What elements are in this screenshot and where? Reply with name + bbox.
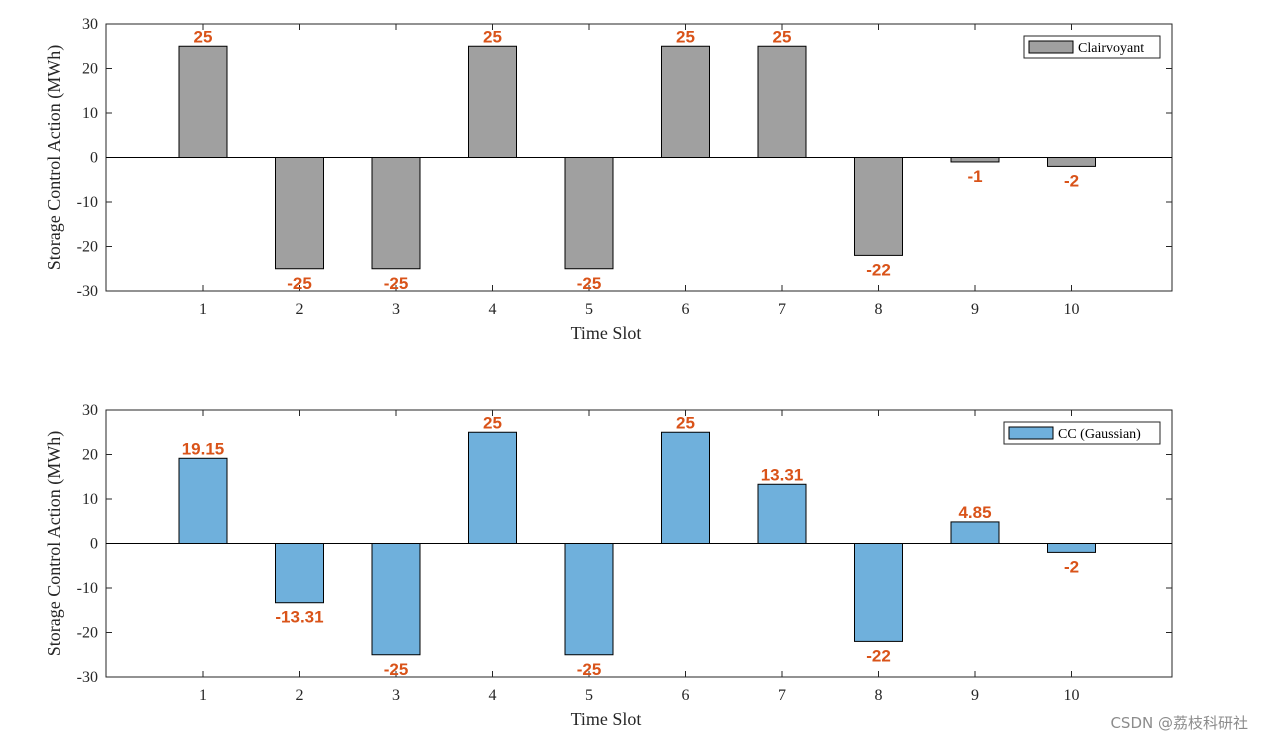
bar xyxy=(950,521,1000,544)
bar xyxy=(854,543,903,642)
chart-panel-cc-gaussian: 30 20 10 0 -10 -20 -30 1 2 3 4 5 6 7 8 9 10 Time Slot Stor… xyxy=(44,402,1173,729)
x-tick-label: 5 xyxy=(585,301,593,318)
legend-label: CC (Gaussian) xyxy=(1058,427,1141,442)
bar xyxy=(757,45,807,158)
data-label: -25 xyxy=(577,274,602,293)
bar xyxy=(564,157,614,270)
x-tick-label: 8 xyxy=(875,687,883,704)
data-label: 13.31 xyxy=(761,465,804,484)
bar xyxy=(275,543,324,604)
y-tick-label: 30 xyxy=(82,402,98,419)
y-tick-label: 10 xyxy=(82,491,98,508)
bar xyxy=(564,543,614,656)
bar xyxy=(661,431,710,544)
x-tick-label: 6 xyxy=(682,301,690,318)
x-tick-label: 4 xyxy=(489,687,497,704)
data-label: -25 xyxy=(287,274,312,293)
y-tick-label: -10 xyxy=(77,580,98,597)
x-tick-label: 4 xyxy=(489,301,497,318)
data-label: -25 xyxy=(384,660,409,679)
y-tick-label: -30 xyxy=(77,669,98,686)
bar xyxy=(757,483,807,545)
y-tick-label: -10 xyxy=(77,194,98,211)
x-tick-label: 6 xyxy=(682,687,690,704)
y-tick-label: 30 xyxy=(82,16,98,33)
data-label: -22 xyxy=(866,646,891,665)
watermark: CSDN @荔枝科研社 xyxy=(1110,714,1248,732)
data-label: -2 xyxy=(1064,171,1079,190)
data-label: -25 xyxy=(577,660,602,679)
y-axis-label: Storage Control Action (MWh) xyxy=(44,45,65,270)
x-tick-label: 5 xyxy=(585,687,593,704)
y-tick-label: 0 xyxy=(90,150,98,167)
x-tick-label: 7 xyxy=(778,301,786,318)
y-tick-label: 20 xyxy=(82,447,98,464)
x-tick-label: 3 xyxy=(392,687,400,704)
y-tick-label: -20 xyxy=(77,625,98,642)
x-tick-label: 10 xyxy=(1064,687,1080,704)
data-label: -22 xyxy=(866,260,891,279)
x-axis-label: Time Slot xyxy=(571,323,642,343)
data-label: 4.85 xyxy=(958,503,991,522)
data-label: 25 xyxy=(676,27,695,46)
bar xyxy=(661,45,710,158)
data-label: 25 xyxy=(676,413,695,432)
x-tick-label: 1 xyxy=(199,687,207,704)
x-tick-label: 8 xyxy=(875,301,883,318)
data-label: -2 xyxy=(1064,557,1079,576)
data-label: -1 xyxy=(967,167,982,186)
y-tick-label: 0 xyxy=(90,536,98,553)
y-tick-label: 20 xyxy=(82,61,98,78)
bar xyxy=(854,157,903,256)
x-axis-label: Time Slot xyxy=(571,709,642,729)
bar xyxy=(1047,543,1096,553)
x-tick-label: 2 xyxy=(296,301,304,318)
x-tick-label: 1 xyxy=(199,301,207,318)
data-label: 25 xyxy=(773,27,792,46)
x-tick-label: 3 xyxy=(392,301,400,318)
x-tick-label: 9 xyxy=(971,301,979,318)
bar xyxy=(468,45,517,158)
legend-swatch xyxy=(1008,426,1054,440)
data-label: 19.15 xyxy=(182,439,225,458)
data-label: 25 xyxy=(483,27,502,46)
data-label: 25 xyxy=(483,413,502,432)
data-label: -13.31 xyxy=(275,608,323,627)
bar xyxy=(178,457,228,544)
y-tick-label: -30 xyxy=(77,283,98,300)
y-tick-label: 10 xyxy=(82,105,98,122)
legend-label: Clairvoyant xyxy=(1078,41,1144,56)
y-tick-label: -20 xyxy=(77,239,98,256)
x-tick-label: 2 xyxy=(296,687,304,704)
x-tick-label: 7 xyxy=(778,687,786,704)
bar xyxy=(275,157,324,270)
x-tick-label: 9 xyxy=(971,687,979,704)
y-axis-label: Storage Control Action (MWh) xyxy=(44,431,65,656)
legend-swatch xyxy=(1028,40,1074,54)
data-label: 25 xyxy=(194,27,213,46)
x-tick-label: 10 xyxy=(1064,301,1080,318)
bar xyxy=(950,157,1000,163)
bar xyxy=(371,157,421,270)
bar xyxy=(371,543,421,656)
chart-panel-clairvoyant: 30 20 10 0 -10 -20 -30 1 2 3 4 5 6 7 8 9 10 Time Slot Stor… xyxy=(44,16,1173,343)
bar xyxy=(178,45,228,158)
bar xyxy=(468,431,517,544)
bar xyxy=(1047,157,1096,167)
data-label: -25 xyxy=(384,274,409,293)
